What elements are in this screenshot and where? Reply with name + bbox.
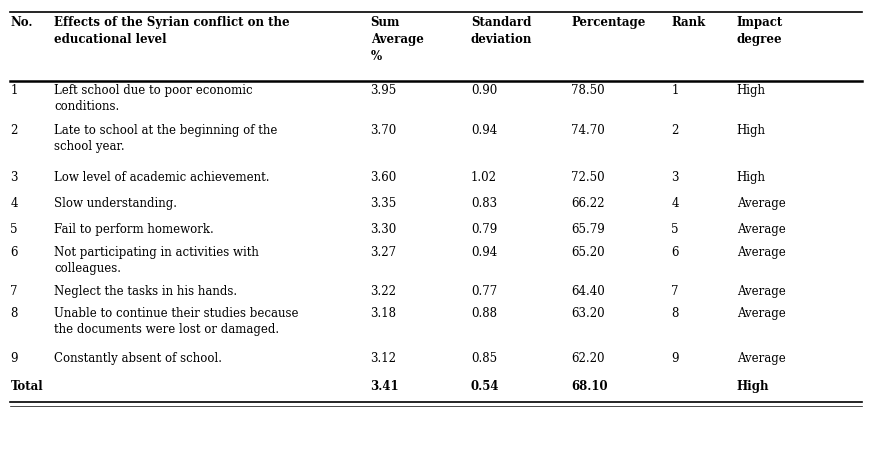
Text: 3.12: 3.12 (371, 352, 397, 365)
Text: 8: 8 (10, 307, 17, 320)
Text: 4: 4 (671, 197, 679, 210)
Text: Not participating in activities with
colleagues.: Not participating in activities with col… (54, 246, 259, 275)
Text: 6: 6 (10, 246, 18, 258)
Text: 74.70: 74.70 (571, 124, 605, 137)
Text: 6: 6 (671, 246, 679, 258)
Text: 7: 7 (671, 285, 679, 298)
Text: Total: Total (10, 380, 43, 393)
Text: Average: Average (737, 352, 786, 365)
Text: Slow understanding.: Slow understanding. (54, 197, 177, 210)
Text: Effects of the Syrian conflict on the
educational level: Effects of the Syrian conflict on the ed… (54, 16, 290, 46)
Text: Sum
Average
%: Sum Average % (371, 16, 424, 63)
Text: High: High (737, 84, 766, 97)
Text: 2: 2 (10, 124, 17, 137)
Text: 3.18: 3.18 (371, 307, 397, 320)
Text: Rank: Rank (671, 16, 705, 29)
Text: Average: Average (737, 307, 786, 320)
Text: 68.10: 68.10 (571, 380, 608, 393)
Text: 3.41: 3.41 (371, 380, 399, 393)
Text: Unable to continue their studies because
the documents were lost or damaged.: Unable to continue their studies because… (54, 307, 298, 337)
Text: 63.20: 63.20 (571, 307, 605, 320)
Text: Low level of academic achievement.: Low level of academic achievement. (54, 171, 269, 184)
Text: 0.90: 0.90 (471, 84, 497, 97)
Text: Percentage: Percentage (571, 16, 645, 29)
Text: 66.22: 66.22 (571, 197, 604, 210)
Text: 0.88: 0.88 (471, 307, 497, 320)
Text: 3.30: 3.30 (371, 223, 397, 236)
Text: 9: 9 (671, 352, 679, 365)
Text: Constantly absent of school.: Constantly absent of school. (54, 352, 222, 365)
Text: 72.50: 72.50 (571, 171, 605, 184)
Text: 3.35: 3.35 (371, 197, 397, 210)
Text: 5: 5 (10, 223, 18, 236)
Text: 0.83: 0.83 (471, 197, 497, 210)
Text: 65.79: 65.79 (571, 223, 605, 236)
Text: 0.94: 0.94 (471, 246, 497, 258)
Text: High: High (737, 124, 766, 137)
Text: 0.94: 0.94 (471, 124, 497, 137)
Text: 1: 1 (10, 84, 17, 97)
Text: 78.50: 78.50 (571, 84, 605, 97)
Text: High: High (737, 171, 766, 184)
Text: Late to school at the beginning of the
school year.: Late to school at the beginning of the s… (54, 124, 277, 153)
Text: High: High (737, 380, 769, 393)
Text: 0.79: 0.79 (471, 223, 497, 236)
Text: Average: Average (737, 197, 786, 210)
Text: 7: 7 (10, 285, 18, 298)
Text: 65.20: 65.20 (571, 246, 605, 258)
Text: 3.22: 3.22 (371, 285, 397, 298)
Text: No.: No. (10, 16, 33, 29)
Text: 0.85: 0.85 (471, 352, 497, 365)
Text: 0.54: 0.54 (471, 380, 500, 393)
Text: 3: 3 (10, 171, 18, 184)
Text: Average: Average (737, 223, 786, 236)
Text: Average: Average (737, 285, 786, 298)
Text: Left school due to poor economic
conditions.: Left school due to poor economic conditi… (54, 84, 253, 113)
Text: 9: 9 (10, 352, 18, 365)
Text: Standard
deviation: Standard deviation (471, 16, 532, 46)
Text: 1: 1 (671, 84, 678, 97)
Text: Impact
degree: Impact degree (737, 16, 783, 46)
Text: Neglect the tasks in his hands.: Neglect the tasks in his hands. (54, 285, 237, 298)
Text: 62.20: 62.20 (571, 352, 604, 365)
Text: 8: 8 (671, 307, 678, 320)
Text: Fail to perform homework.: Fail to perform homework. (54, 223, 214, 236)
Text: 1.02: 1.02 (471, 171, 497, 184)
Text: 3.70: 3.70 (371, 124, 397, 137)
Text: 3.95: 3.95 (371, 84, 397, 97)
Text: 5: 5 (671, 223, 679, 236)
Text: 3.60: 3.60 (371, 171, 397, 184)
Text: Average: Average (737, 246, 786, 258)
Text: 2: 2 (671, 124, 678, 137)
Text: 4: 4 (10, 197, 18, 210)
Text: 64.40: 64.40 (571, 285, 605, 298)
Text: 0.77: 0.77 (471, 285, 497, 298)
Text: 3.27: 3.27 (371, 246, 397, 258)
Text: 3: 3 (671, 171, 679, 184)
